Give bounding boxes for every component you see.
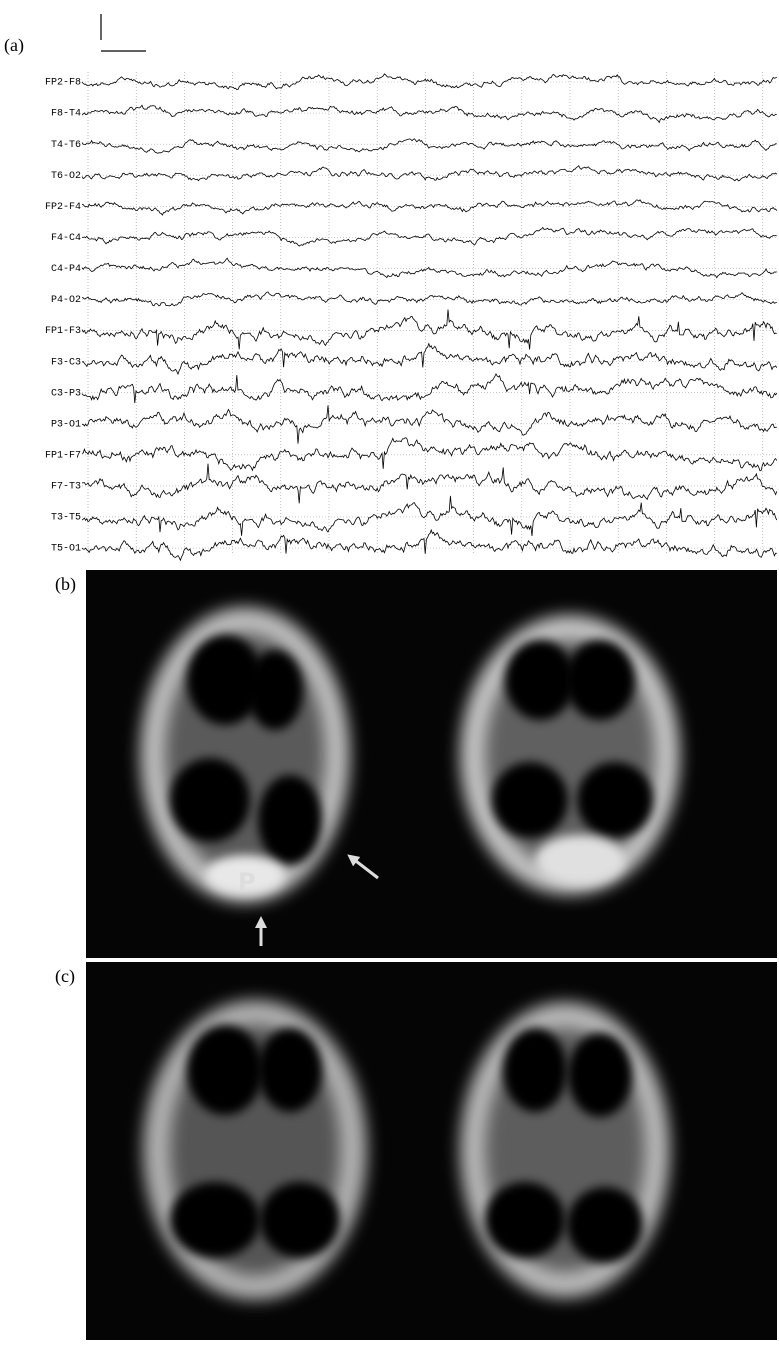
- annotation: P: [238, 868, 256, 896]
- channel-label: T6-O2: [51, 171, 81, 182]
- panel-label: (b): [55, 574, 76, 595]
- channel-label: T5-O1: [51, 544, 81, 555]
- channel-label: FP2-F4: [45, 202, 81, 213]
- channel-label: FP2-F8: [45, 78, 81, 89]
- eeg-trace: [81, 405, 777, 444]
- brain-slice: [460, 615, 680, 895]
- eeg-trace: [81, 528, 777, 562]
- eeg-trace: [81, 463, 778, 504]
- channel-label: FP1-F3: [45, 326, 81, 337]
- arrow: [347, 854, 379, 880]
- eeg-traces: FP2-F8 F8-T4 T4-T6 T6-O2 FP2-F4 F4-C4 C4-P4 P4-…: [45, 72, 778, 562]
- panel-label: (c): [55, 966, 75, 987]
- channel-label: F7-T3: [51, 482, 81, 493]
- brain-slice: [140, 607, 350, 903]
- channel-label: F4-C4: [51, 233, 81, 244]
- panel-label: (a): [4, 35, 24, 56]
- eeg-trace: [81, 104, 777, 124]
- channel-label: P3-O1: [51, 419, 81, 430]
- eeg-trace: [81, 199, 778, 216]
- channel-label: FP1-F7: [45, 450, 81, 461]
- eeg-trace: [81, 138, 777, 154]
- eeg-trace: [81, 291, 778, 307]
- channel-label: T3-T5: [51, 513, 81, 524]
- eeg-trace: [81, 495, 778, 537]
- channel-label: F3-C3: [51, 357, 81, 368]
- channel-label: C4-P4: [51, 264, 81, 275]
- eeg-trace: [81, 165, 778, 182]
- channel-label: C3-P3: [51, 388, 81, 399]
- eeg-trace: [81, 309, 777, 350]
- channel-label: P4-O2: [51, 295, 81, 306]
- channel-label: T4-T6: [51, 140, 81, 151]
- brain-slice: [143, 1000, 367, 1300]
- eeg-trace: [81, 257, 777, 279]
- eeg-trace: [81, 437, 778, 472]
- brain-slice: [460, 1002, 670, 1298]
- channel-label: F8-T4: [51, 109, 81, 120]
- eeg-trace: [81, 226, 777, 247]
- eeg-trace: [81, 342, 778, 376]
- eeg-trace: [81, 73, 778, 91]
- eeg-trace: [81, 373, 778, 404]
